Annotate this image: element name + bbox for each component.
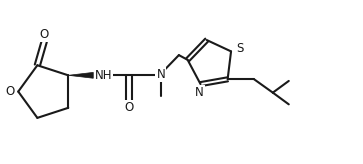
Text: O: O bbox=[124, 101, 134, 114]
Text: S: S bbox=[236, 42, 244, 55]
Text: O: O bbox=[40, 28, 49, 41]
Text: N: N bbox=[156, 68, 165, 81]
Text: NH: NH bbox=[95, 69, 112, 82]
Text: N: N bbox=[195, 86, 204, 99]
Polygon shape bbox=[68, 72, 93, 78]
Text: O: O bbox=[6, 85, 15, 98]
